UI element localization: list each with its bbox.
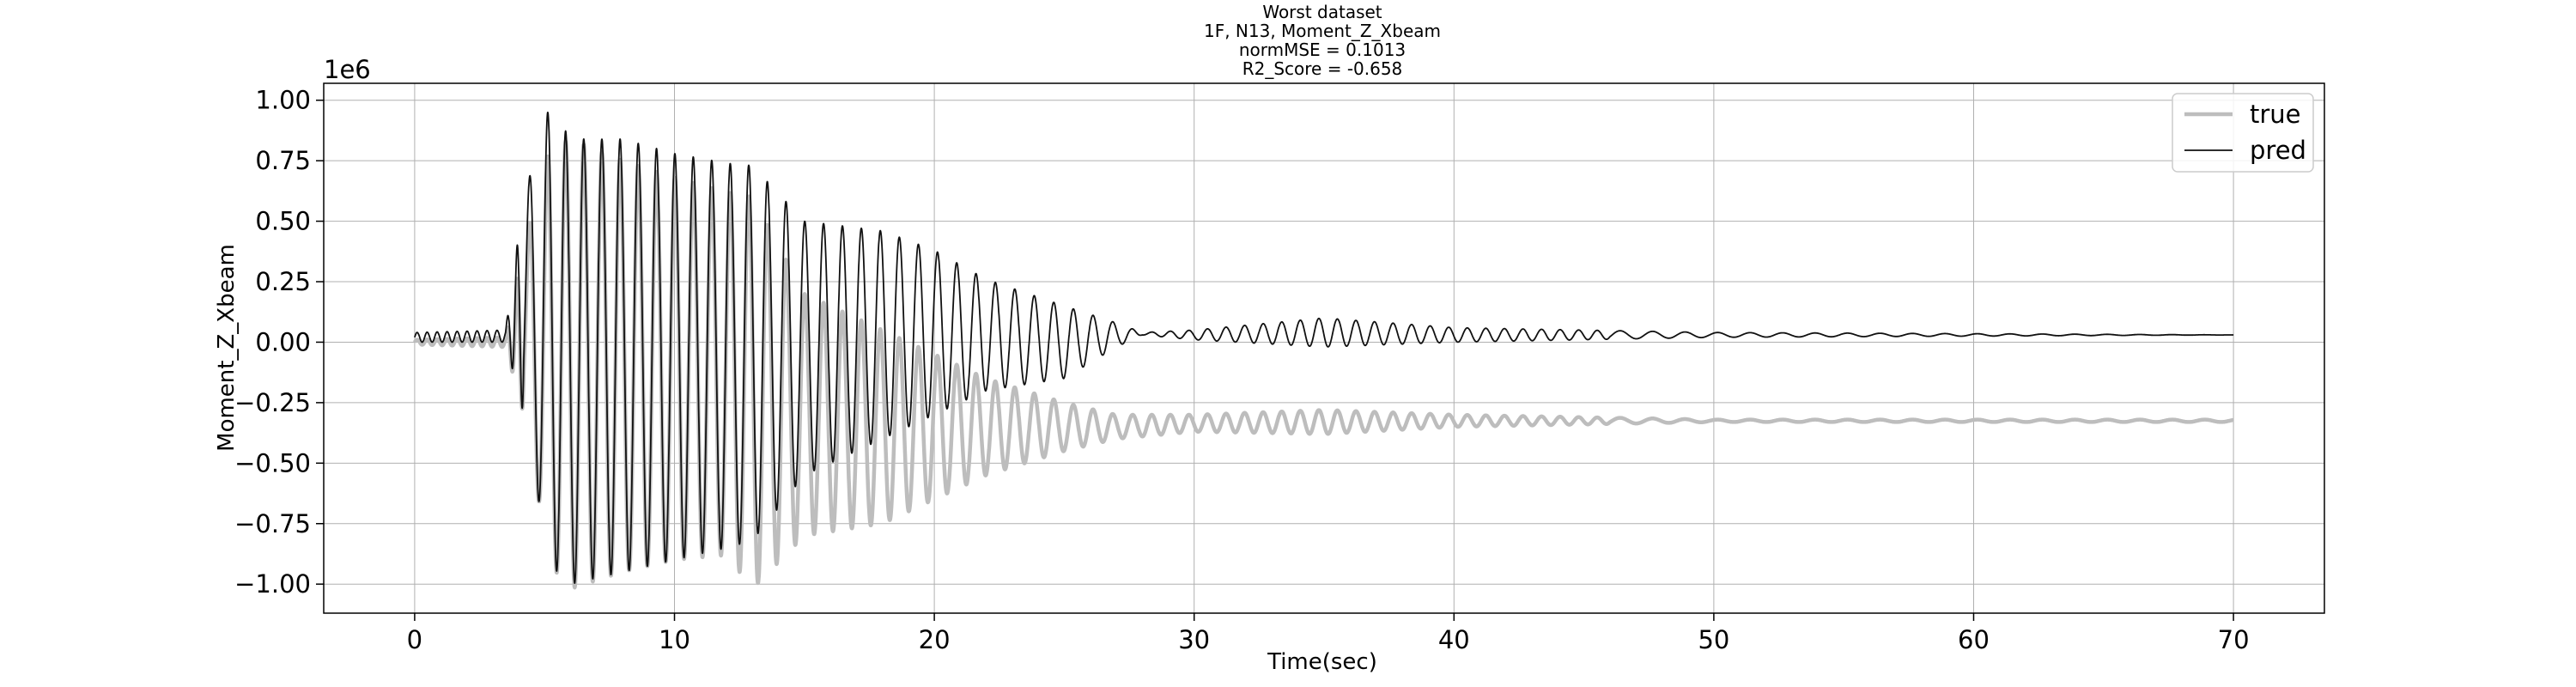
y-axis-label: Moment_Z_Xbeam [214,244,240,452]
series-line-pred [414,112,2234,584]
y-tick-label: 1.00 [255,86,311,115]
title-line-1: Worst dataset [1262,2,1382,22]
x-tick-label: 50 [1698,625,1729,654]
x-tick-label: 10 [659,625,690,654]
legend: true pred [2172,93,2314,173]
series-line-true [412,139,2236,590]
series-layer [412,112,2236,590]
chart-title: Worst dataset 1F, N13, Moment_Z_Xbeam no… [1204,2,1441,79]
ticks: 0 10 20 30 40 50 60 70 1.00 0.75 0.50 0.25 0.00 −0.25… [234,86,2249,654]
y-tick-label: −0.75 [234,509,311,538]
x-tick-label: 30 [1178,625,1210,654]
title-line-4: R2_Score = -0.658 [1242,58,1403,79]
title-line-3: normMSE = 0.1013 [1239,40,1406,60]
y-tick-label: 0.50 [255,207,311,236]
plot-frame [323,82,2325,614]
x-tick-label: 60 [1958,625,1990,654]
title-line-2: 1F, N13, Moment_Z_Xbeam [1204,21,1441,41]
legend-label-true: true [2250,100,2301,129]
y-tick-label: −0.25 [234,388,311,417]
x-axis-label: Time(sec) [1267,649,1377,675]
x-tick-label: 20 [919,625,951,654]
legend-label-pred: pred [2250,136,2306,165]
x-tick-label: 70 [2218,625,2250,654]
x-tick-label: 40 [1438,625,1470,654]
y-tick-label: 0.75 [255,146,311,175]
y-tick-label: 0.25 [255,267,311,296]
x-tick-label: 0 [407,625,422,654]
y-tick-label: −0.50 [234,448,311,477]
y-tick-label: −1.00 [234,569,311,599]
y-offset-text: 1e6 [324,55,371,84]
y-tick-label: 0.00 [255,327,311,356]
